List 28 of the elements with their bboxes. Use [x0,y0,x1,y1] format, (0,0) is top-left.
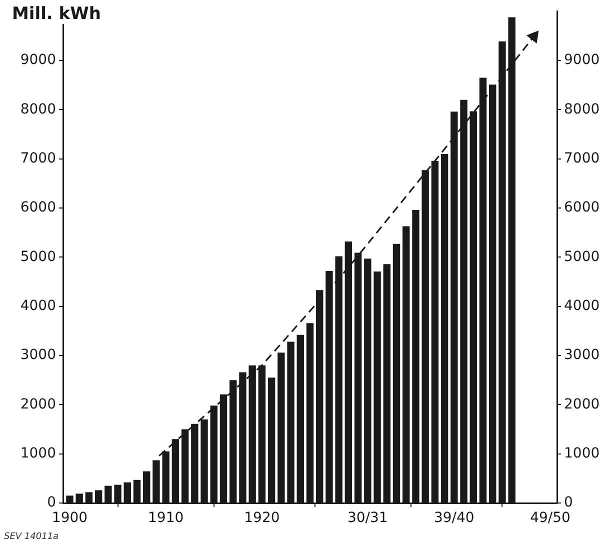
x-tick-label: 1900 [52,510,88,526]
y-tick-label: 2000 [20,396,56,412]
y2-tick-label: 5000 [564,248,600,265]
y2-tick-label: 7000 [564,150,600,167]
x-tick-label: 49/50 [530,510,570,526]
text: SEV 14011a [4,532,59,542]
y2-tick-label: 3000 [564,347,600,364]
y2-tick-label: 6000 [564,200,600,216]
y-tick-label: 4000 [20,298,56,314]
x-tick-label: 1910 [148,510,184,526]
y-tick-label: 5000 [20,248,56,265]
y-axis-title: Mill. kWh [10,4,103,24]
x-tick-label: 30/31 [347,510,388,526]
y2-tick-label: 9000 [564,52,600,68]
y2-tick-label: 1000 [564,445,600,462]
y-tick-label: 0 [47,494,56,511]
y-tick-label: 9000 [20,52,56,68]
y-tick-label: 8000 [20,101,56,118]
y2-tick-label: 4000 [564,298,600,314]
y-tick-label: 3000 [20,347,56,364]
y-tick-label: 6000 [20,200,56,216]
x-tick-label: 39/40 [434,510,474,526]
y-tick-label: 1000 [20,445,56,462]
y-tick-label: 7000 [20,150,56,167]
y2-tick-label: 8000 [564,101,600,118]
y2-tick-label: 0 [564,494,573,511]
x-tick-label: 1920 [244,510,280,526]
y2-tick-label: 2000 [564,396,600,412]
